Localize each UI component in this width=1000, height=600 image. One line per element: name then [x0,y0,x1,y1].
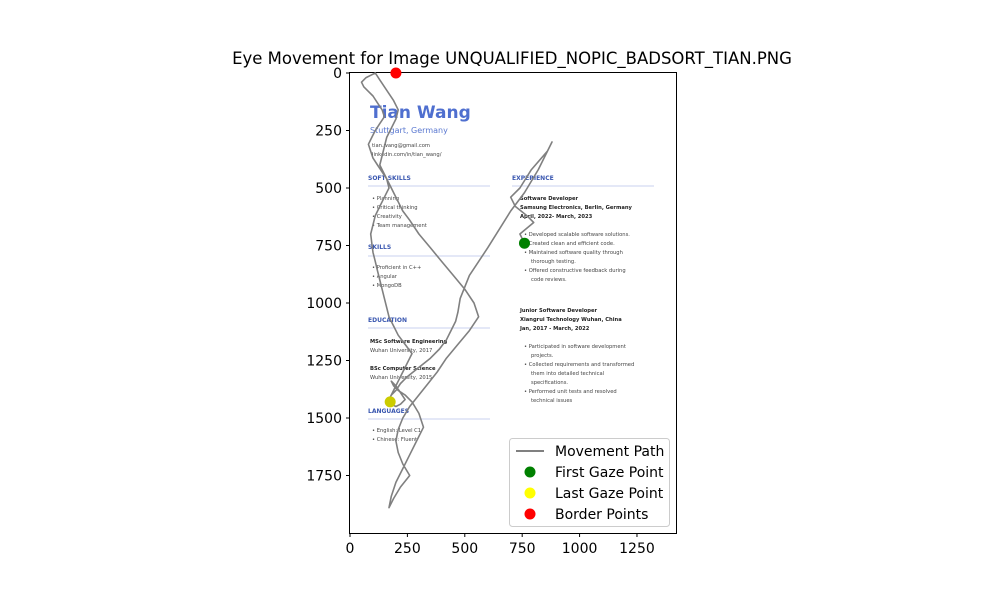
resume-linkedin: linkedin.com/in/tian_wang/ [372,152,442,158]
legend-box [509,438,670,527]
resume-job-bullet: thorough testing. [531,259,576,265]
movement-path-line [360,72,553,509]
x-tick-label: 750 [509,541,536,557]
gaze-points [384,67,530,408]
resume-list-item: • Proficient in C++ [372,265,421,271]
chart-title: Eye Movement for Image UNQUALIFIED_NOPIC… [232,49,792,69]
resume-job-bullet: specifications. [531,380,568,386]
legend-label: Movement Path [555,444,664,460]
resume-job-bullet: code reviews. [531,277,567,283]
resume-list-item: • Critical thinking [372,205,418,211]
resume-school: Wuhan University, 2015 [370,375,432,381]
x-tick-label: 0 [346,541,355,557]
resume-skills-heading: SKILLS [368,244,391,251]
y-tick-label: 1250 [306,354,342,370]
legend-label: First Gaze Point [555,465,664,481]
y-tick-label: 750 [315,239,342,255]
y-tick-label: 1500 [306,411,342,427]
resume-languages-heading: LANGUAGES [368,408,409,415]
resume-list-item: • English: Level C1 [372,428,421,434]
x-tick-label: 500 [451,541,478,557]
resume-degree: BSc Computer Science [370,366,436,372]
resume-job-company: Xiangrui Technology Wuhan, China [520,317,622,323]
resume-job-bullet: projects. [531,353,554,359]
y-tick-label: 0 [333,66,342,82]
resume-job-bullet: • Collected requirements and transformed [524,362,634,368]
resume-job-dates: April, 2022- March, 2023 [520,214,593,220]
resume-list-item: • Planning [372,196,399,202]
resume-list-item: • Team management [372,223,427,229]
resume-job-company: Samsung Electronics, Berlin, Germany [520,205,633,211]
resume-location: Stuttgart, Germany [370,126,448,135]
resume-job-title: Junior Software Developer [519,308,598,314]
x-tick-label: 250 [394,541,421,557]
resume-job-title: Software Developer [520,196,579,202]
first-gaze-point-marker [518,237,530,249]
resume-experience-list: Software Developer Samsung Electronics, B… [519,196,634,404]
y-axis: 0 250 500 750 1000 1250 1500 1750 [306,66,350,485]
legend-dot-swatch [524,487,536,499]
resume-school: Wuhan University, 2017 [370,348,432,354]
border-points-marker [390,67,402,79]
resume-skills-list: • Proficient in C++ • Angular • MongoDB [372,265,421,289]
legend: Movement Path First Gaze Point Last Gaze P… [509,438,670,527]
resume-job-bullet: • Participated in software development [524,344,626,350]
resume-education-list: MSc Software Engineering Wuhan University… [370,339,447,381]
last-gaze-point-marker [384,396,396,408]
x-axis: 0 250 500 750 1000 1250 [346,533,655,557]
resume-job-bullet: • Offered constructive feedback during [524,268,626,274]
resume-email: tian.wang@gmail.com [372,143,430,149]
x-tick-label: 1250 [619,541,655,557]
resume-education-heading: EDUCATION [368,317,407,324]
resume-job-bullet: • Developed scalable software solutions. [524,232,630,238]
y-tick-label: 250 [315,124,342,140]
resume-job-bullet: • Created clean and efficient code. [524,241,615,247]
resume-job-dates: Jan, 2017 - March, 2022 [519,326,590,332]
resume-job-bullet: them into detailed technical [531,371,604,377]
resume-soft-skills-heading: SOFT SKILLS [368,175,411,182]
resume-job-bullet: technical issues [531,398,573,404]
resume-soft-skills-list: • Planning • Critical thinking • Creativit… [372,196,427,229]
resume-list-item: • Chinese: Fluent [372,437,417,443]
resume-list-item: • MongoDB [372,283,402,289]
legend-dot-swatch [524,508,536,520]
y-tick-label: 500 [315,181,342,197]
legend-label: Border Points [555,507,648,523]
x-tick-label: 1000 [562,541,598,557]
y-tick-label: 1750 [306,469,342,485]
legend-dot-swatch [524,466,536,478]
resume-name: Tian Wang [370,103,471,123]
resume-degree: MSc Software Engineering [370,339,447,345]
resume-list-item: • Angular [372,274,398,280]
resume-job-bullet: • Maintained software quality through [524,250,623,256]
resume-languages-list: • English: Level C1 • Chinese: Fluent [372,428,421,443]
resume-list-item: • Creativity [372,214,402,220]
legend-label: Last Gaze Point [555,486,664,502]
y-tick-label: 1000 [306,296,342,312]
resume-job-bullet: • Performed unit tests and resolved [524,389,617,395]
